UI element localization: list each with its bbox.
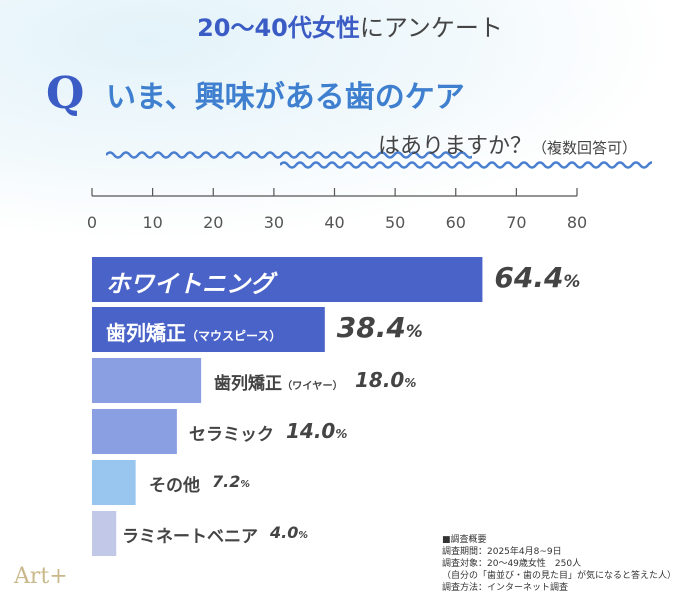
header: 20〜40代女性にアンケート [0, 8, 700, 43]
x-tick-label: 70 [506, 213, 526, 232]
header-suffix: にアンケート [359, 14, 503, 42]
x-tick-label: 40 [324, 213, 344, 232]
bar-label: ホワイトニング [106, 264, 274, 299]
value-label: 4.0% [270, 523, 308, 543]
value-label: 14.0% [286, 418, 348, 443]
value-label: 38.4% [336, 311, 423, 345]
x-tick-label: 80 [567, 213, 587, 232]
category-name: 歯列矯正 [214, 374, 282, 395]
x-tick-label: 20 [203, 213, 223, 232]
header-group: 20〜40代女性 [197, 14, 360, 42]
category-name: セラミック [189, 425, 274, 446]
q-mark: Q [46, 68, 85, 119]
survey-line: 調査方法：インターネット調査 [442, 583, 569, 593]
wave-underline-1 [106, 151, 472, 159]
x-tick-label: 30 [264, 213, 284, 232]
survey-line: 調査対象：20〜49歳女性 250人 [442, 559, 582, 569]
category-name: ラミネートベニア [122, 527, 258, 548]
x-tick-label: 10 [142, 213, 162, 232]
bar [92, 257, 483, 302]
value-label: 64.4% [494, 261, 581, 295]
bar-label: セラミック [189, 420, 274, 445]
bar [92, 511, 117, 556]
bar-label: その他 [149, 471, 200, 496]
bar-label: ラミネートベニア [122, 522, 258, 547]
bar-label: 歯列矯正（ワイヤー） [214, 369, 343, 394]
survey-line: 調査期間：2025年4月8~9日 [442, 547, 562, 557]
category-name: その他 [149, 476, 200, 497]
survey-line: ■調査概要 [442, 535, 487, 545]
category-note: （マウスピース） [186, 328, 282, 343]
wave-underline-2 [280, 161, 652, 169]
question-note: （複数回答可） [532, 139, 638, 157]
bar-label: 歯列矯正（マウスピース） [106, 317, 281, 346]
bar [92, 409, 177, 454]
category-name: 歯列矯正 [106, 320, 186, 345]
question-line2-text: はありますか？ [378, 134, 533, 159]
category-name: ホワイトニング [106, 269, 274, 298]
logo: Art+ [14, 564, 68, 589]
bar [92, 358, 202, 403]
category-note: （ワイヤー） [282, 381, 343, 393]
question-line2: はありますか？（複数回答可） [378, 128, 637, 160]
bar [92, 460, 136, 505]
x-tick-label: 50 [385, 213, 405, 232]
x-tick-label: 0 [87, 213, 97, 232]
bar [92, 307, 325, 352]
question-line1: いま、興味がある歯のケア [106, 80, 465, 115]
x-tick-label: 60 [446, 213, 466, 232]
survey-summary: ■調査概要 調査期間：2025年4月8~9日 調査対象：20〜49歳女性 250… [442, 534, 676, 594]
value-label: 7.2% [212, 472, 250, 492]
survey-line: （自分の「歯並び・歯の見た目」が気になると答えた人） [442, 571, 677, 581]
value-label: 18.0% [355, 367, 417, 392]
